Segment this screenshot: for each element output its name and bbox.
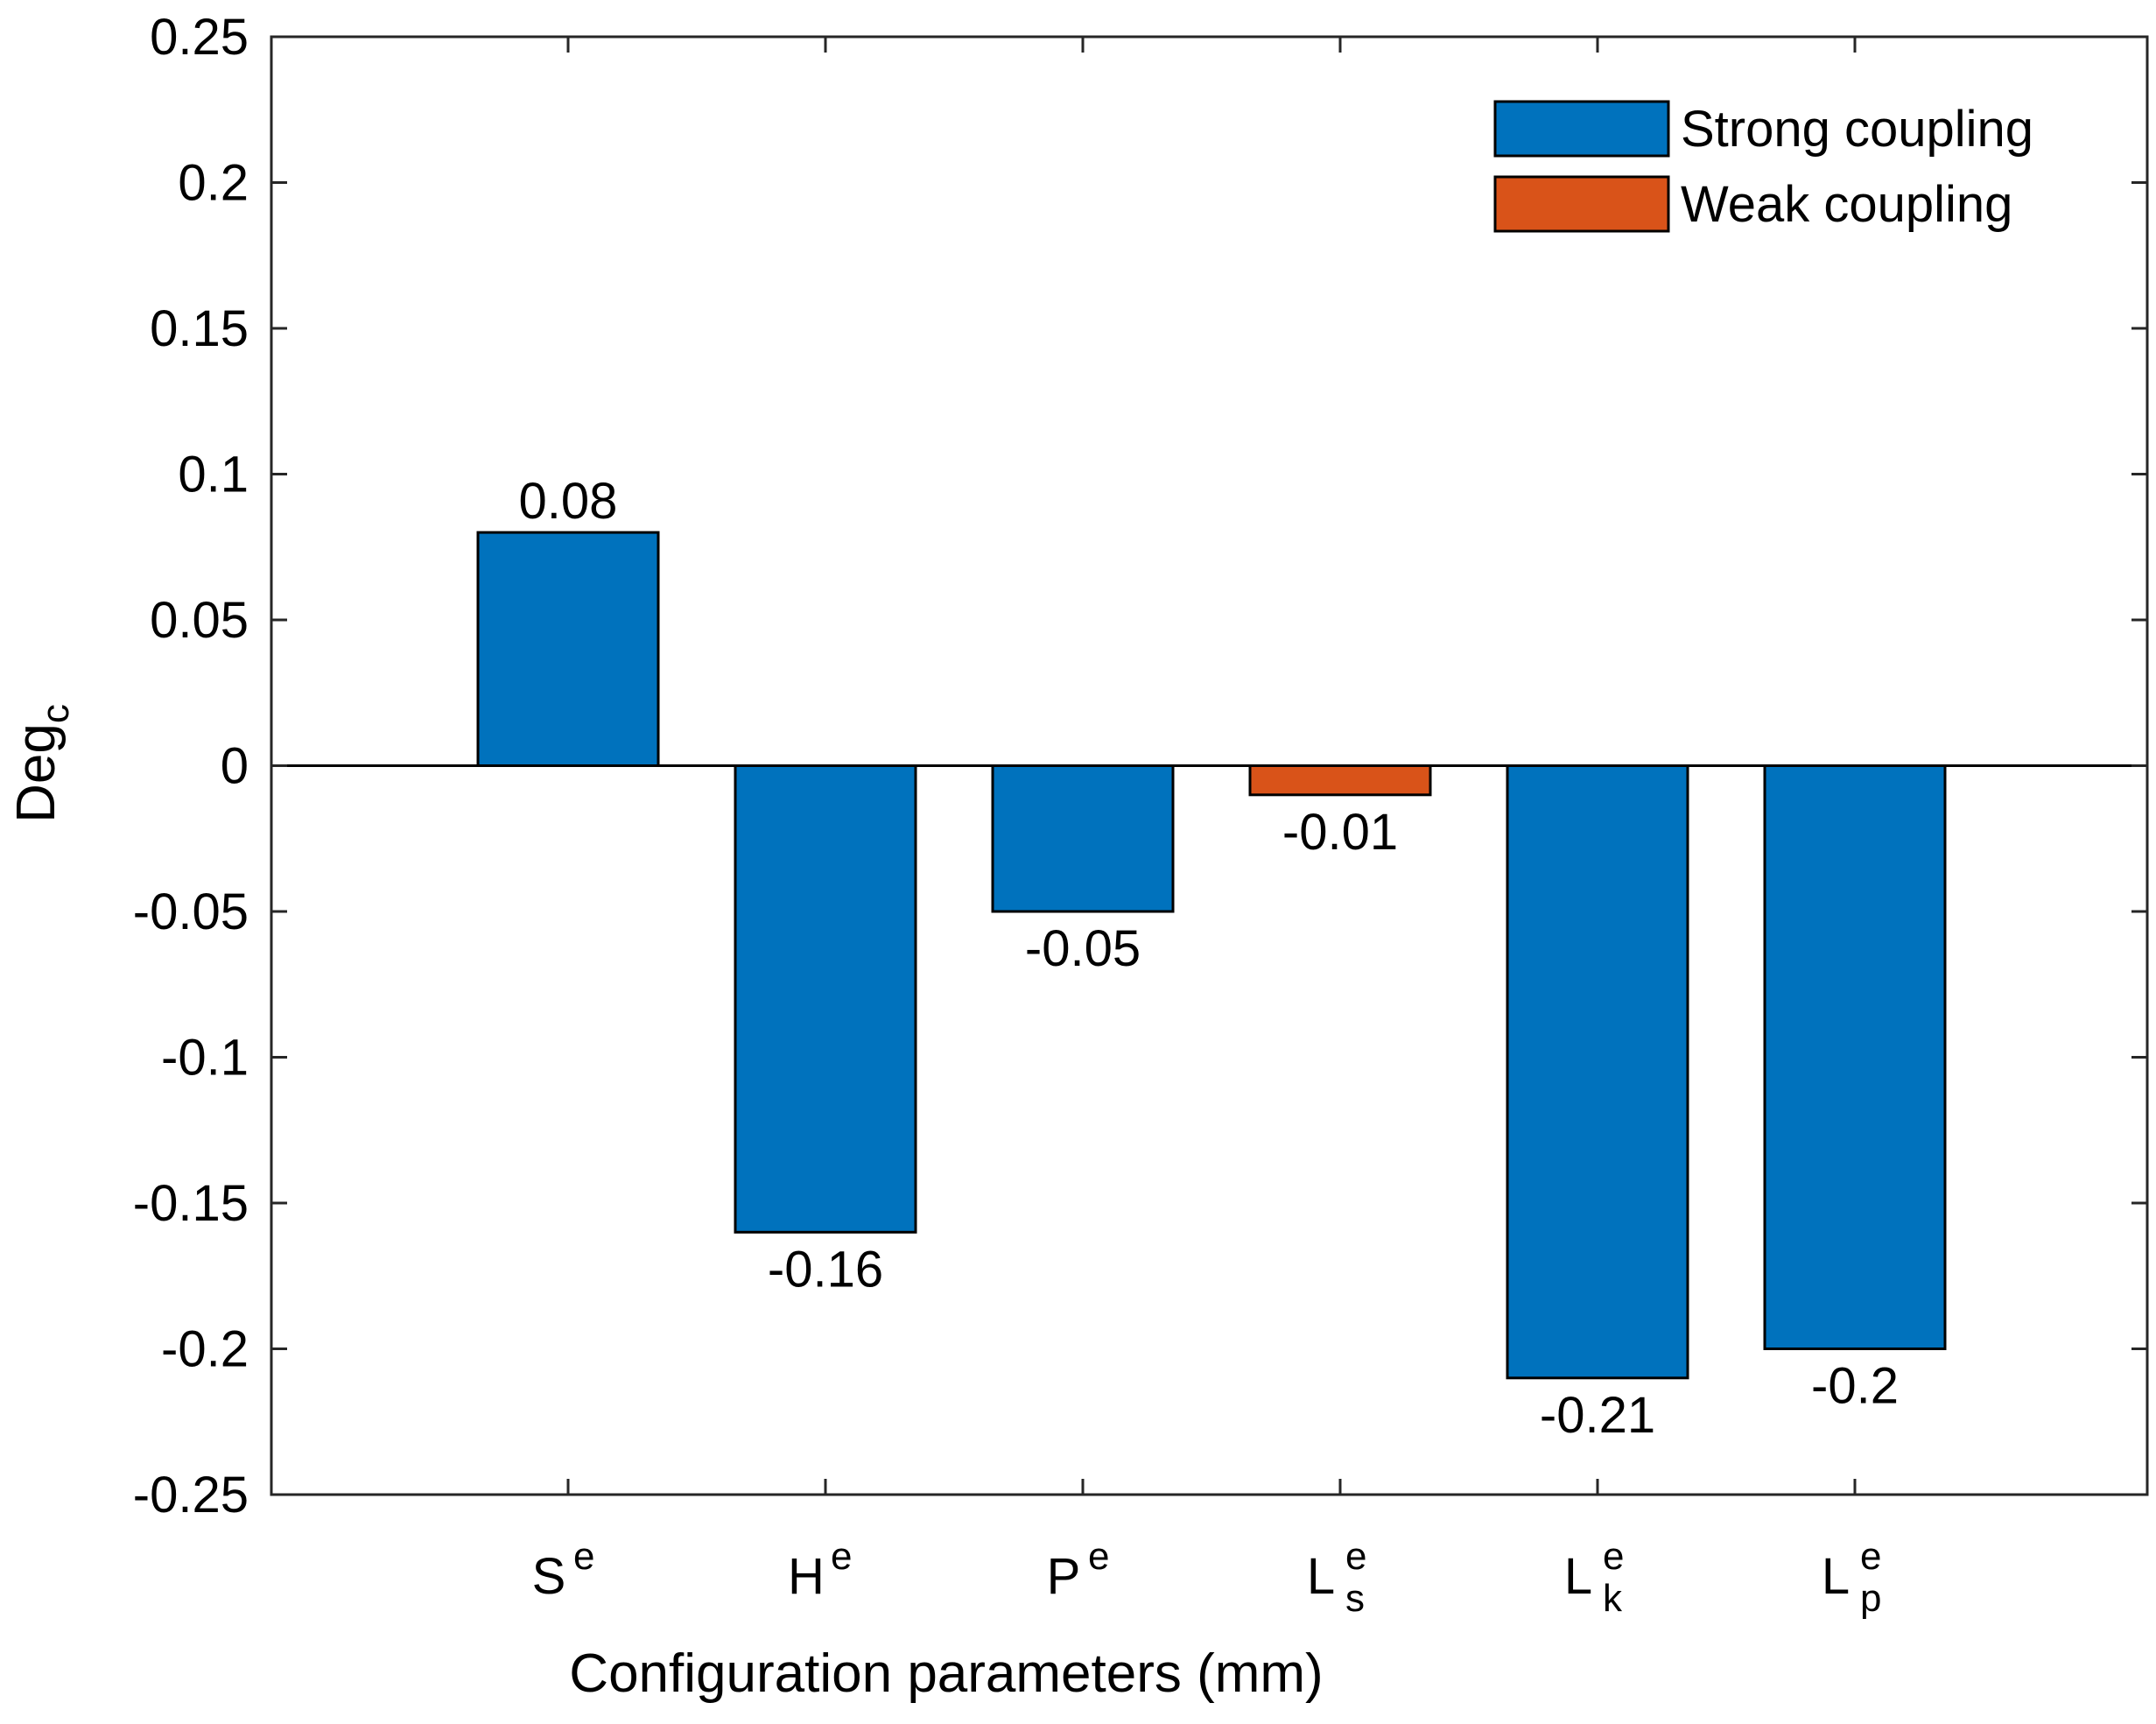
x-tick-label-base: S <box>532 1548 566 1605</box>
x-tick-label-sup: e <box>1345 1535 1366 1578</box>
data-label: -0.21 <box>1540 1387 1655 1444</box>
y-tick-label: 0 <box>221 738 249 795</box>
bar <box>476 531 660 767</box>
legend-label: Weak coupling <box>1681 176 2012 233</box>
bar <box>734 764 917 1234</box>
data-label: -0.16 <box>768 1241 883 1298</box>
bar <box>1763 764 1947 1350</box>
x-tick-label-sub: p <box>1860 1577 1881 1620</box>
legend: Strong coupling Weak coupling <box>1493 100 2033 233</box>
y-axis-label: Degc <box>6 704 77 823</box>
bar <box>991 764 1175 913</box>
legend-label: Strong coupling <box>1681 101 2033 158</box>
value-labels-group: 0.08 -0.16 -0.05 -0.01 -0.21 -0.2 <box>519 473 1899 1444</box>
x-tick-label-base: L <box>1307 1548 1335 1605</box>
bar <box>1506 764 1689 1380</box>
x-tick-label-sub: k <box>1603 1577 1623 1620</box>
y-tick-label: 0.05 <box>150 592 249 649</box>
bars-group <box>476 531 1947 1380</box>
x-tick-label-sup: e <box>573 1535 594 1578</box>
data-label: -0.01 <box>1282 804 1398 861</box>
legend-swatch <box>1493 100 1670 158</box>
y-axis-label-sub: c <box>34 704 77 723</box>
x-tick-label-sup: e <box>831 1535 852 1578</box>
y-tick-label: 0.1 <box>178 447 249 503</box>
data-label: 0.08 <box>519 473 618 530</box>
y-tick-label: -0.1 <box>161 1030 249 1087</box>
x-tick-label-sub: s <box>1345 1577 1365 1620</box>
y-tick-label: -0.25 <box>133 1467 249 1523</box>
x-tick-label-sup: e <box>1603 1535 1624 1578</box>
x-tick-label-sup: e <box>1860 1535 1881 1578</box>
y-tick-label: 0.25 <box>150 9 249 66</box>
x-tick-label-base: H <box>788 1548 825 1605</box>
x-tick-label-base: P <box>1047 1548 1081 1605</box>
y-tick-label: -0.05 <box>133 883 249 940</box>
x-tick-label-sup: e <box>1088 1535 1109 1578</box>
x-tick-label-base: L <box>1822 1548 1850 1605</box>
legend-swatch <box>1493 175 1670 233</box>
y-axis: 0.25 0.2 0.15 0.1 0.05 0 -0.05 -0.1 -0.15 -0.2 -0.… <box>133 9 2147 1523</box>
data-label: -0.05 <box>1025 920 1141 977</box>
bar <box>1248 764 1432 797</box>
data-label: -0.2 <box>1811 1358 1899 1415</box>
y-axis-label-base: Deg <box>6 723 67 823</box>
y-tick-label: -0.15 <box>133 1175 249 1232</box>
y-tick-label: -0.2 <box>161 1321 249 1378</box>
y-tick-label: 0.15 <box>150 300 249 357</box>
y-tick-label: 0.2 <box>178 155 249 212</box>
x-axis-label: Configuration parameters (mm) <box>569 1643 1323 1704</box>
x-tick-label-base: L <box>1564 1548 1592 1605</box>
